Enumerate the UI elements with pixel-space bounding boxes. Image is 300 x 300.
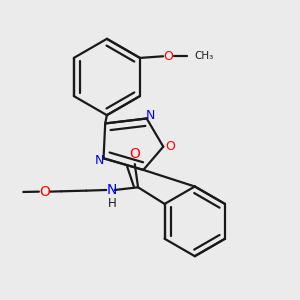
- Text: N: N: [95, 154, 104, 167]
- Text: CH₃: CH₃: [195, 51, 214, 61]
- Text: O: O: [39, 184, 50, 199]
- Text: N: N: [146, 109, 155, 122]
- Text: O: O: [166, 140, 176, 153]
- Text: H: H: [108, 197, 117, 210]
- Text: N: N: [107, 183, 117, 197]
- Text: O: O: [129, 147, 140, 161]
- Text: O: O: [163, 50, 173, 63]
